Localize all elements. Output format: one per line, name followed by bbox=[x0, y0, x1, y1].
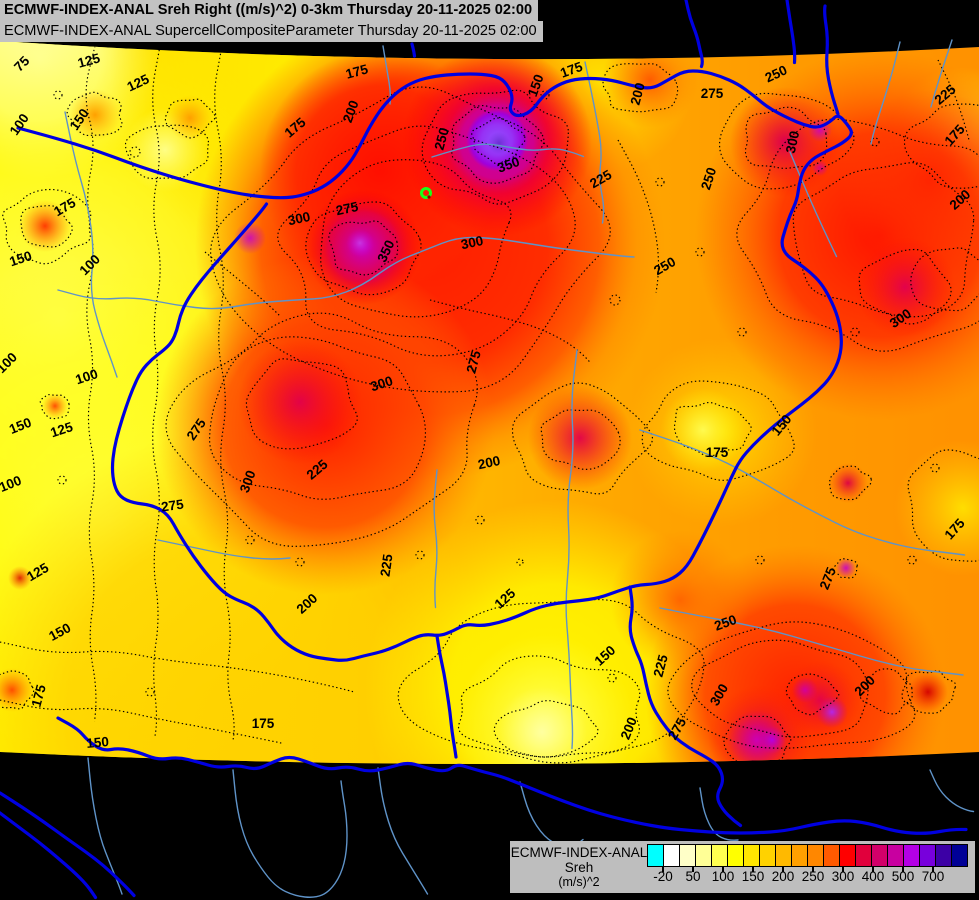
legend-cell bbox=[759, 844, 776, 867]
legend-tick bbox=[842, 867, 844, 872]
legend-cell bbox=[839, 844, 856, 867]
contour-label: 150 bbox=[525, 72, 547, 98]
legend-tick-label: 200 bbox=[771, 869, 795, 884]
contour-label: 275 bbox=[160, 496, 185, 514]
legend-cell bbox=[775, 844, 792, 867]
legend-tick-label: 500 bbox=[891, 869, 915, 884]
green-marker bbox=[420, 187, 432, 199]
legend-cell bbox=[663, 844, 680, 867]
contour-label: 250 bbox=[431, 126, 451, 152]
legend-tick bbox=[812, 867, 814, 872]
contour-label: 175 bbox=[344, 61, 370, 81]
legend-cell bbox=[951, 844, 968, 867]
dotted-contour-lines bbox=[0, 45, 979, 764]
legend-panel: ECMWF-INDEX-ANAL Sreh (m/s)^2 -20 50 100 15… bbox=[510, 841, 975, 893]
legend-tick bbox=[872, 867, 874, 872]
map-title-primary: ECMWF-INDEX-ANAL Sreh Right ((m/s)^2) 0-… bbox=[0, 0, 539, 21]
legend-cell bbox=[855, 844, 872, 867]
legend-cell bbox=[871, 844, 888, 867]
legend-cell bbox=[743, 844, 760, 867]
legend-cell bbox=[727, 844, 744, 867]
legend-text-block: ECMWF-INDEX-ANAL Sreh (m/s)^2 bbox=[510, 841, 648, 893]
legend-tick-label: 250 bbox=[801, 869, 825, 884]
contour-label: 300 bbox=[237, 468, 259, 494]
legend-cell bbox=[935, 844, 952, 867]
legend-tick-label: -20 bbox=[653, 869, 673, 884]
contour-label: 225 bbox=[378, 553, 396, 578]
contour-label: 125 bbox=[49, 419, 76, 440]
contour-label: 250 bbox=[698, 166, 719, 192]
legend-cell bbox=[791, 844, 808, 867]
legend-tick-label: 700 bbox=[921, 869, 945, 884]
legend-cell bbox=[887, 844, 904, 867]
legend-tick bbox=[752, 867, 754, 872]
legend-tick-label: 300 bbox=[831, 869, 855, 884]
contour-label: 300 bbox=[459, 233, 484, 252]
contour-label: 300 bbox=[783, 129, 802, 154]
legend-tick-label: 400 bbox=[861, 869, 885, 884]
legend-tick bbox=[782, 867, 784, 872]
legend-product-label: ECMWF-INDEX-ANAL bbox=[510, 845, 648, 860]
legend-tick-label: 150 bbox=[741, 869, 765, 884]
legend-unit-label: (m/s)^2 bbox=[558, 875, 600, 889]
contour-label: 300 bbox=[369, 373, 395, 394]
contour-label: 200 bbox=[627, 81, 647, 107]
legend-cell bbox=[823, 844, 840, 867]
contour-label: 275 bbox=[463, 349, 483, 375]
legend-parameter-label: Sreh bbox=[564, 860, 594, 875]
legend-tick-label: 100 bbox=[711, 869, 735, 884]
contour-label: 175 bbox=[252, 716, 275, 731]
map-title-secondary: ECMWF-INDEX-ANAL SupercellCompositeParam… bbox=[0, 21, 543, 42]
contour-label: 200 bbox=[340, 98, 362, 124]
contour-label: 175 bbox=[558, 59, 585, 81]
legend-tick bbox=[902, 867, 904, 872]
legend-cell bbox=[711, 844, 728, 867]
legend-tick bbox=[722, 867, 724, 872]
legend-tick-label: 50 bbox=[685, 869, 701, 884]
contour-label: 150 bbox=[86, 734, 110, 751]
contour-label: 125 bbox=[76, 50, 102, 70]
legend-cell bbox=[695, 844, 712, 867]
legend-cell bbox=[807, 844, 824, 867]
legend-cell bbox=[919, 844, 936, 867]
legend-tick bbox=[932, 867, 934, 872]
contour-label: 350 bbox=[495, 154, 521, 176]
contour-label: 250 bbox=[712, 612, 738, 634]
legend-cell bbox=[903, 844, 920, 867]
legend-tick bbox=[662, 867, 664, 872]
contour-label: 275 bbox=[701, 86, 724, 101]
contour-label: 200 bbox=[476, 453, 501, 472]
contour-label: 150 bbox=[8, 248, 34, 269]
contour-label: 175 bbox=[706, 445, 729, 460]
legend-cell bbox=[679, 844, 696, 867]
legend-tick bbox=[692, 867, 694, 872]
legend-cell bbox=[647, 844, 664, 867]
contour-label: 300 bbox=[286, 209, 311, 228]
contour-label: 225 bbox=[650, 653, 670, 679]
contour-label: 275 bbox=[334, 199, 360, 218]
legend-colorbar bbox=[647, 844, 968, 867]
contour-label: 175 bbox=[28, 683, 48, 709]
contour-label: 100 bbox=[74, 366, 100, 387]
